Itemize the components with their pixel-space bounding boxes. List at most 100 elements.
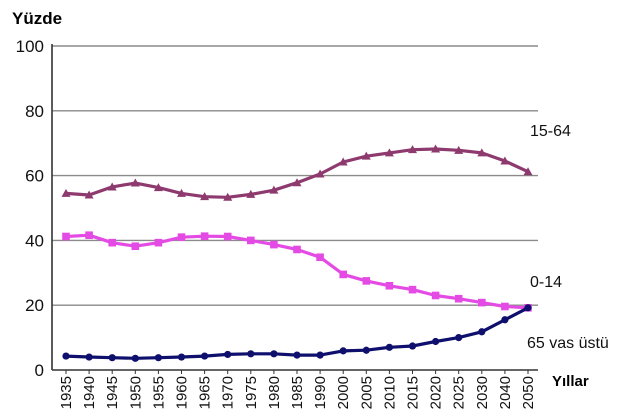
grid-lines [52, 45, 538, 306]
x-tick-2050: 2050 [520, 376, 537, 409]
x-tick-2025: 2025 [451, 376, 468, 409]
x-tick-2015: 2015 [405, 376, 422, 409]
x-tick-1960: 1960 [174, 376, 191, 409]
data-point-65-vas-st-1960 [177, 353, 186, 361]
data-point-15-64-1970 [223, 192, 233, 201]
x-tick-1990: 1990 [312, 376, 329, 409]
data-point-0-14-1990 [316, 253, 324, 262]
data-point-0-14-1950 [131, 242, 140, 251]
y-tick-100: 100 [16, 37, 44, 56]
data-point-15-64-2025 [454, 145, 464, 154]
data-point-15-64-2040 [500, 156, 510, 165]
series-group [61, 144, 533, 362]
series-label-15-64: 15-64 [530, 123, 571, 140]
x-tick-2020: 2020 [428, 376, 445, 409]
data-point-15-64-1980 [269, 185, 279, 194]
data-point-15-64-1950 [130, 178, 140, 187]
x-tick-labels: 1935 1940 1945 1950 1955 1960 1965 1970 1975 1980… [58, 376, 537, 409]
x-tick-1940: 1940 [81, 376, 98, 409]
data-point-15-64-1935 [61, 188, 71, 197]
x-axis-title: Yıllar [552, 373, 589, 390]
data-point-0-14-1970 [223, 232, 232, 241]
data-point-0-14-2005 [362, 277, 371, 285]
y-tick-labels: 0 20 40 60 80 100 [16, 37, 44, 380]
y-tick-60: 60 [25, 167, 44, 186]
data-point-15-64-2000 [338, 157, 348, 166]
data-point-65-vas-st-2030 [478, 328, 486, 336]
x-tick-1945: 1945 [104, 376, 121, 409]
data-point-15-64-1960 [177, 188, 186, 197]
data-point-0-14-2030 [478, 298, 486, 307]
data-point-15-64-1985 [292, 178, 302, 187]
data-point-0-14-1980 [270, 240, 278, 249]
series-label-65-vas-st: 65 vas üstü [527, 335, 609, 352]
data-point-15-64-2015 [408, 145, 417, 154]
x-tick-1965: 1965 [197, 376, 214, 409]
data-point-0-14-2020 [431, 291, 440, 300]
data-point-65-vas-st-1975 [247, 350, 255, 358]
data-point-0-14-2015 [408, 285, 417, 294]
data-point-0-14-1945 [108, 238, 116, 247]
x-tick-2005: 2005 [358, 376, 375, 409]
y-tick-80: 80 [25, 102, 44, 121]
data-point-65-vas-st-2050 [524, 304, 532, 312]
data-point-65-vas-st-2040 [501, 316, 509, 324]
x-tick-1980: 1980 [266, 376, 283, 409]
data-point-15-64-2020 [431, 144, 441, 153]
series-0-14 [62, 231, 532, 312]
data-point-0-14-1965 [200, 232, 209, 240]
series-labels: 15-64 0-14 65 vas üstü [527, 123, 609, 352]
x-tick-1975: 1975 [243, 376, 260, 409]
data-point-15-64-1975 [246, 189, 256, 198]
series-65-vas-st [62, 304, 532, 362]
data-point-65-vas-st-1990 [316, 351, 324, 359]
data-point-65-vas-st-2000 [339, 347, 347, 355]
data-point-15-64-1945 [107, 182, 117, 191]
data-point-0-14-1975 [247, 236, 255, 245]
data-point-0-14-1955 [154, 238, 163, 247]
data-point-65-vas-st-1970 [224, 350, 232, 359]
data-point-65-vas-st-1950 [131, 354, 139, 362]
series-line-15-64 [65, 147, 529, 199]
data-point-65-vas-st-1940 [85, 353, 93, 361]
data-point-15-64-1940 [84, 190, 94, 199]
x-tick-2030: 2030 [474, 376, 491, 409]
data-point-65-vas-st-2015 [408, 342, 417, 350]
x-tick-1955: 1955 [150, 376, 167, 409]
data-point-65-vas-st-1980 [270, 350, 278, 358]
data-point-65-vas-st-2005 [362, 346, 370, 354]
x-tick-2040: 2040 [497, 376, 514, 409]
data-point-15-64-2050 [523, 167, 533, 176]
data-point-65-vas-st-2010 [385, 343, 393, 351]
data-point-0-14-1935 [62, 232, 70, 241]
data-point-0-14-2040 [501, 302, 509, 311]
data-point-15-64-1965 [200, 192, 210, 201]
data-point-0-14-1960 [177, 233, 186, 241]
data-point-65-vas-st-2020 [432, 337, 440, 346]
data-point-0-14-2025 [454, 294, 463, 303]
y-tick-20: 20 [25, 296, 44, 315]
data-point-65-vas-st-1985 [293, 351, 301, 359]
series-label-0-14: 0-14 [530, 274, 562, 291]
x-tick-1985: 1985 [289, 376, 306, 409]
series-15-64 [61, 144, 533, 201]
data-point-0-14-2010 [385, 281, 394, 290]
series-line-65-vas-st [65, 306, 529, 360]
y-tick-40: 40 [25, 231, 44, 250]
x-tick-2000: 2000 [335, 376, 352, 409]
axes [51, 44, 538, 374]
x-tick-2010: 2010 [381, 376, 398, 409]
data-point-65-vas-st-1955 [154, 354, 162, 362]
data-point-0-14-1940 [85, 231, 93, 240]
data-point-65-vas-st-2025 [455, 334, 463, 342]
x-tick-1970: 1970 [220, 376, 237, 409]
data-point-15-64-2030 [477, 148, 487, 157]
data-point-0-14-1985 [293, 245, 301, 254]
data-point-65-vas-st-1945 [108, 354, 116, 362]
y-tick-0: 0 [35, 361, 44, 380]
data-point-65-vas-st-1935 [62, 352, 70, 360]
data-point-15-64-2010 [384, 148, 394, 157]
x-tick-1950: 1950 [127, 376, 144, 409]
data-point-15-64-2005 [361, 151, 371, 160]
